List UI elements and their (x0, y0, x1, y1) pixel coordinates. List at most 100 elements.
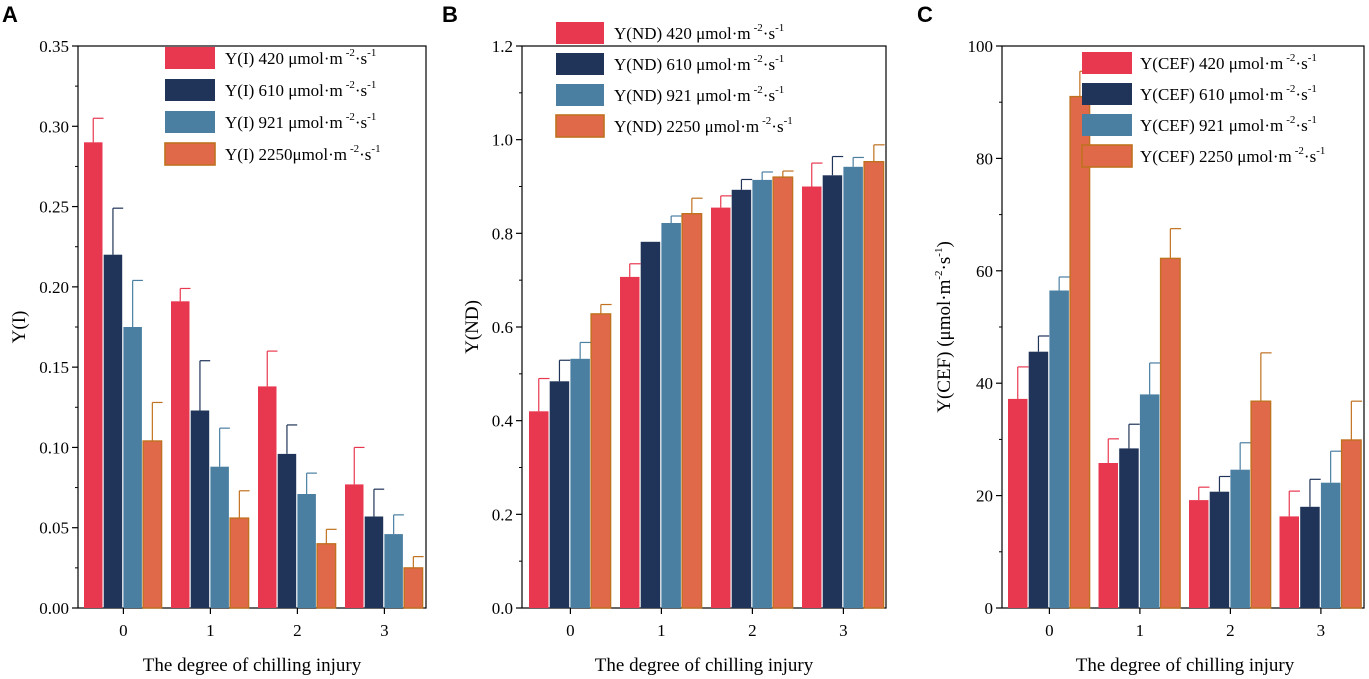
y-axis-title-c-mid: ·s (934, 257, 955, 271)
legend-a: Y(I) 420 μmol·m -2·s-1 Y(I) 610 μmol·m -2·s… (164, 47, 381, 166)
error-bar-b-s0-c2 (720, 195, 732, 208)
legend-swatch (1082, 114, 1132, 136)
error-bar-b-s1-c0 (558, 359, 571, 382)
bar-a-s0-c1 (171, 301, 190, 608)
y-axis-title-c: Y(CEF) (μmol·m-2·s-1) (933, 241, 955, 413)
x-axis-title-a: The degree of chilling injury (143, 655, 362, 676)
bar-c-s3-c2 (1250, 400, 1272, 609)
error-bar-a-s2-c0 (132, 279, 143, 327)
bar-a-s1-c0 (103, 254, 123, 608)
legend-swatch (165, 47, 215, 69)
legend-item-a-1: Y(I) 610 μmol·m -2·s-1 (165, 79, 376, 101)
bar-b-s0-c2 (711, 207, 731, 608)
x-tick-label-b-2: 2 (748, 621, 757, 640)
bar-a-s3-c2 (316, 543, 337, 609)
y-axis-title-a: Y(I) (9, 311, 30, 344)
ticks-b: 0 1 2 3 0.0 0.2 0.4 0.6 0.8 1.0 1.2 (492, 37, 848, 640)
bar-b-s1-c0 (549, 381, 570, 608)
ticks-c: 0 1 2 3 0 20 40 60 80 100 (968, 37, 1326, 640)
legend-swatch (555, 114, 605, 138)
error-bar-a-s2-c1 (219, 427, 230, 467)
legend-swatch (556, 53, 604, 75)
y-tick-label-a-4: 0.20 (39, 278, 69, 297)
y-tick-label-b-0: 0.0 (492, 599, 513, 618)
y-tick-label-b-3: 0.6 (492, 318, 513, 337)
bar-a-s2-c1 (210, 466, 229, 608)
legend-item-a-0: Y(I) 420 μmol·m -2·s-1 (165, 47, 376, 69)
legend-label: Y(ND) 921 μmol·m -2·s-1 (614, 84, 784, 105)
legend-label: Y(I) 420 μmol·m -2·s-1 (225, 47, 376, 68)
x-tick-label-c-3: 3 (1317, 621, 1326, 640)
error-bar-c-s0-c3 (1288, 490, 1300, 517)
x-tick-label-c-1: 1 (1136, 621, 1145, 640)
bar-c-s0-c2 (1189, 500, 1209, 608)
legend-c: Y(CEF) 420 μmol·m -2·s-1 Y(CEF) 610 μmol·m… (1081, 52, 1325, 168)
legend-swatch (556, 22, 604, 44)
error-bar-c-s1-c2 (1218, 475, 1231, 492)
y-tick-label-b-4: 0.8 (492, 224, 513, 243)
error-bar-a-s3-c1 (238, 490, 250, 519)
error-bar-a-s0-c1 (179, 287, 191, 302)
y-tick-label-b-1: 0.2 (492, 505, 513, 524)
error-bar-a-s0-c0 (92, 117, 104, 143)
y-tick-label-a-0: 0.00 (39, 599, 69, 618)
bar-c-s0-c0 (1008, 398, 1028, 608)
x-tick-label-a-3: 3 (380, 621, 389, 640)
bar-c-s3-c0 (1069, 95, 1091, 609)
x-tick-label-a-1: 1 (206, 621, 215, 640)
bar-c-s3-c1 (1159, 257, 1181, 609)
legend-item-c-3: Y(CEF) 2250 μmol·m -2·s-1 (1081, 144, 1325, 168)
error-bar-c-s2-c1 (1149, 362, 1161, 395)
y-axis-title-c-main: Y(CEF) (μmol·m (934, 279, 955, 412)
error-bar-b-s3-c2 (782, 170, 794, 178)
bar-c-s1-c1 (1119, 448, 1139, 608)
x-tick-label-b-3: 3 (839, 621, 848, 640)
y-tick-label-c-3: 60 (976, 262, 993, 281)
legend-swatch (1081, 144, 1133, 168)
error-bar-b-s2-c2 (761, 171, 773, 180)
error-bar-c-s3-c3 (1350, 400, 1363, 440)
y-tick-label-c-4: 80 (976, 149, 993, 168)
bar-c-s0-c3 (1279, 516, 1299, 608)
legend-label: Y(CEF) 610 μmol·m -2·s-1 (1140, 83, 1317, 104)
y-tick-label-a-6: 0.30 (39, 117, 69, 136)
error-bar-a-s3-c2 (325, 528, 337, 544)
legend-b: Y(ND) 420 μmol·m -2·s-1 Y(ND) 610 μmol·m -2… (555, 22, 793, 138)
legend-item-b-3: Y(ND) 2250 μmol·m -2·s-1 (555, 114, 793, 138)
bar-b-s3-c1 (681, 212, 703, 609)
bar-c-s2-c3 (1320, 482, 1341, 608)
bar-c-s2-c2 (1230, 469, 1250, 608)
legend-label: Y(CEF) 420 μmol·m -2·s-1 (1140, 52, 1317, 73)
bar-a-s3-c1 (229, 517, 250, 609)
bar-b-s1-c1 (640, 241, 661, 609)
legend-swatch (165, 79, 215, 101)
error-bar-b-s0-c0 (538, 377, 550, 412)
panel-letter-a: A (2, 2, 18, 27)
bar-a-s3-c3 (403, 567, 424, 609)
legend-swatch (556, 84, 604, 106)
legend-label: Y(I) 2250μmol·m -2·s-1 (225, 143, 381, 164)
y-tick-label-c-0: 0 (985, 599, 994, 618)
y-tick-label-c-2: 40 (976, 374, 993, 393)
error-bar-b-s3-c0 (600, 303, 612, 314)
bar-a-s0-c2 (258, 386, 277, 608)
x-axis-title-b: The degree of chilling injury (595, 655, 814, 676)
y-tick-label-a-1: 0.05 (39, 519, 69, 538)
y-tick-label-a-2: 0.10 (39, 438, 69, 457)
legend-item-b-1: Y(ND) 610 μmol·m -2·s-1 (556, 53, 784, 75)
error-bar-c-s1-c3 (1309, 478, 1321, 507)
legend-item-a-2: Y(I) 921 μmol·m -2·s-1 (165, 111, 376, 133)
y-tick-label-a-7: 0.35 (39, 37, 69, 56)
y-tick-label-c-1: 20 (976, 487, 993, 506)
bar-a-s0-c3 (345, 484, 364, 608)
bar-a-s1-c1 (190, 410, 210, 608)
error-bar-c-s2-c2 (1239, 442, 1251, 470)
bar-a-s1-c3 (364, 516, 384, 608)
bar-b-s2-c2 (752, 179, 772, 608)
legend-swatch (165, 111, 215, 133)
ticks-a: 0 1 2 3 0.00 0.05 0.10 0.15 0.20 0.25 0.30 0.35 (39, 37, 388, 640)
bar-c-s0-c1 (1098, 463, 1118, 608)
legend-item-c-1: Y(CEF) 610 μmol·m -2·s-1 (1082, 83, 1317, 105)
error-bar-c-s2-c0 (1058, 276, 1070, 291)
legend-item-b-2: Y(ND) 921 μmol·m -2·s-1 (556, 84, 784, 106)
